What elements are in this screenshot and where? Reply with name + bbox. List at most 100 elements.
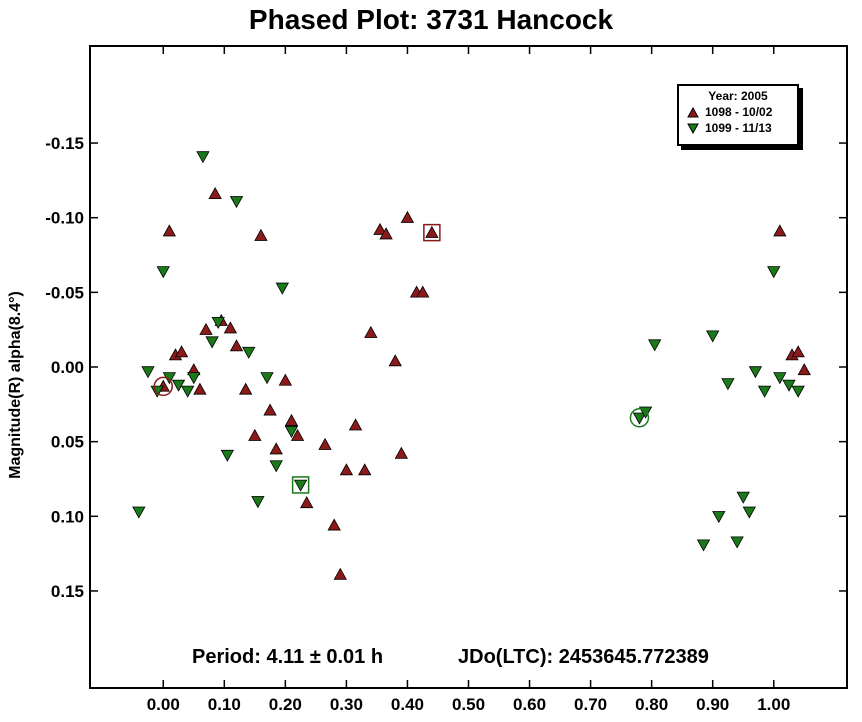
data-point-series-2 xyxy=(260,372,274,385)
data-point-series-2 xyxy=(196,151,210,164)
highlight-circle xyxy=(153,376,174,397)
legend-item-series-2: 1099 - 11/13 xyxy=(687,121,797,135)
y-tick-label: -0.15 xyxy=(45,134,84,153)
data-point-series-1 xyxy=(373,222,387,235)
data-point-series-2 xyxy=(742,506,757,519)
x-tick-label: 0.10 xyxy=(208,695,241,714)
data-point-series-2 xyxy=(748,366,763,379)
chart-title: Phased Plot: 3731 Hancock xyxy=(248,4,614,35)
data-point-series-2 xyxy=(757,385,772,398)
data-point-series-2 xyxy=(141,366,155,379)
legend-label-series-1: 1098 - 10/02 xyxy=(705,105,773,119)
jd-label: JDo(LTC): 2453645.772389 xyxy=(458,646,709,668)
data-point-series-2 xyxy=(773,372,787,385)
data-point-series-2 xyxy=(180,385,195,398)
data-point-series-1 xyxy=(229,339,244,352)
data-point-series-2 xyxy=(632,412,647,425)
data-point-series-2 xyxy=(205,336,219,349)
data-point-series-2 xyxy=(187,372,201,385)
data-point-series-1 xyxy=(773,224,787,237)
data-point-series-1 xyxy=(327,518,341,531)
data-point-series-1 xyxy=(269,442,283,455)
period-label: Period: 4.11 ± 0.01 h xyxy=(192,646,384,668)
x-tick-label: 0.80 xyxy=(635,695,668,714)
data-point-series-1 xyxy=(278,373,293,386)
x-tick-label: 0.70 xyxy=(574,695,607,714)
data-point-series-1 xyxy=(364,325,378,338)
data-point-series-2 xyxy=(275,282,289,295)
data-point-series-1 xyxy=(425,225,439,238)
data-point-series-1 xyxy=(339,463,354,476)
data-point-series-2 xyxy=(284,425,299,439)
triangle-up-icon xyxy=(687,106,699,117)
legend-title: Year: 2005 xyxy=(708,89,768,103)
legend-label-series-2: 1099 - 11/13 xyxy=(705,121,772,135)
data-point-series-1 xyxy=(388,354,402,367)
data-point-series-2 xyxy=(229,196,244,209)
data-point-series-1 xyxy=(223,321,238,334)
y-axis-label: Magnitude(R) alpha(8.4°) xyxy=(7,291,24,479)
data-point-series-2 xyxy=(156,266,170,279)
data-point-series-1 xyxy=(358,463,372,476)
data-point-series-2 xyxy=(736,491,750,504)
x-tick-label: 1.00 xyxy=(757,695,790,714)
data-point-series-2 xyxy=(706,330,720,343)
data-point-series-2 xyxy=(220,449,235,462)
data-point-series-1 xyxy=(791,345,805,358)
data-point-series-2 xyxy=(211,317,225,330)
y-tick-label: -0.05 xyxy=(45,283,84,302)
data-point-series-2 xyxy=(293,479,308,492)
x-tick-label: 0.20 xyxy=(269,695,302,714)
data-point-series-1 xyxy=(193,382,207,395)
legend: Year: 2005 1098 - 10/02 1099 - 11/13 xyxy=(677,84,799,146)
y-tick-label: 0.05 xyxy=(51,433,84,452)
data-point-series-2 xyxy=(721,378,735,391)
data-point-series-1 xyxy=(284,413,299,426)
data-point-series-2 xyxy=(132,506,146,519)
data-point-series-1 xyxy=(263,403,277,416)
data-point-series-1 xyxy=(300,496,314,509)
data-point-series-1 xyxy=(379,227,393,240)
data-point-series-2 xyxy=(242,346,256,359)
data-point-series-1 xyxy=(254,228,268,241)
highlight-square xyxy=(423,223,441,242)
legend-item-series-1: 1098 - 10/02 xyxy=(687,105,797,119)
data-point-series-2 xyxy=(171,379,186,392)
data-point-series-2 xyxy=(648,339,662,352)
data-point-series-1 xyxy=(162,224,177,237)
data-point-series-2 xyxy=(767,266,781,279)
triangle-down-icon xyxy=(687,123,699,134)
x-tick-label: 0.40 xyxy=(391,695,424,714)
highlight-square xyxy=(291,476,310,494)
y-tick-label: 0.10 xyxy=(51,507,84,526)
y-tick-label: 0.00 xyxy=(51,358,84,377)
data-point-series-1 xyxy=(208,186,222,200)
data-point-series-1 xyxy=(394,446,409,459)
data-point-series-1 xyxy=(348,418,363,431)
data-point-series-1 xyxy=(797,363,811,376)
data-point-series-1 xyxy=(199,322,213,335)
y-tick-label: -0.10 xyxy=(45,209,84,228)
highlight-circle xyxy=(629,408,650,428)
data-point-series-1 xyxy=(333,567,347,580)
data-point-series-2 xyxy=(782,379,796,392)
data-point-series-1 xyxy=(238,382,253,395)
data-point-series-2 xyxy=(251,496,265,509)
data-point-series-1 xyxy=(416,285,430,298)
data-point-series-2 xyxy=(696,539,711,552)
data-point-series-1 xyxy=(174,345,189,358)
data-point-series-2 xyxy=(791,385,805,398)
y-tick-label: 0.15 xyxy=(51,582,84,601)
data-point-series-1 xyxy=(290,428,305,441)
data-point-series-2 xyxy=(269,460,283,473)
data-point-series-1 xyxy=(318,437,332,450)
data-point-series-2 xyxy=(712,511,726,524)
x-tick-label: 0.60 xyxy=(513,695,546,714)
data-point-series-1 xyxy=(400,210,415,223)
x-tick-label: 0.30 xyxy=(330,695,363,714)
data-point-series-1 xyxy=(248,428,262,441)
data-point-series-2 xyxy=(730,536,744,549)
x-tick-label: 0.90 xyxy=(696,695,729,714)
x-tick-label: 0.50 xyxy=(452,695,485,714)
